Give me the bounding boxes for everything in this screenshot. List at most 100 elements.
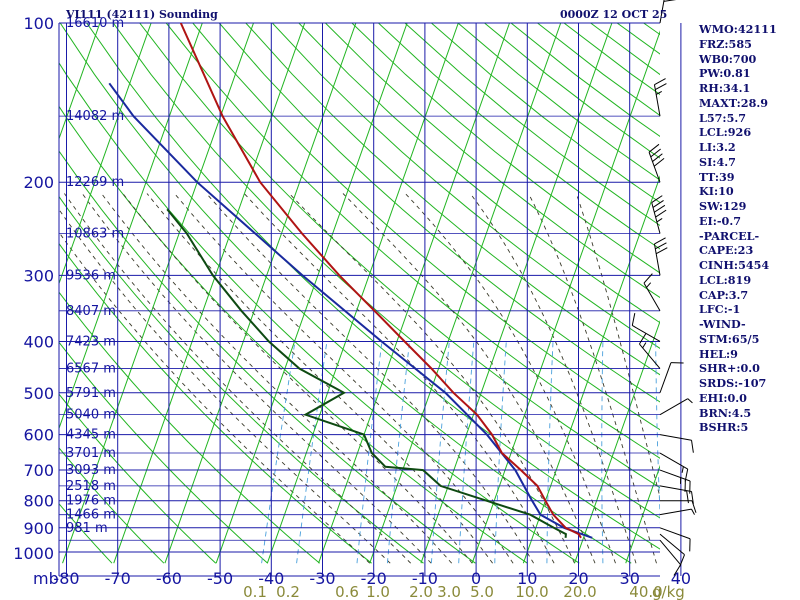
height-labels: 16610 m 14082 m 12269 m 10863 m 9536 m 8407 m… xyxy=(66,16,124,536)
isotherm-line xyxy=(522,175,660,564)
index-line: MAXT:28.9 xyxy=(699,95,769,110)
isotherm-line xyxy=(59,23,152,286)
moist-adiabat xyxy=(59,208,391,564)
moist-adiabat xyxy=(404,193,616,564)
height-label: 6567 m xyxy=(66,362,116,377)
index-line: STM:65/5 xyxy=(699,331,760,346)
wind-barb-staff xyxy=(659,527,691,540)
dry-adiabat xyxy=(59,62,580,564)
mixing-ratio-tick-label: 2.0 xyxy=(409,583,433,600)
sounding-date: 0000Z 12 OCT 25 xyxy=(560,8,668,21)
temperature-tick-label: -50 xyxy=(207,569,233,588)
wind-barb xyxy=(660,500,697,513)
wind-barb-staff xyxy=(659,0,665,24)
wind-barb-feather xyxy=(652,153,663,162)
wind-barb-staff xyxy=(639,343,661,369)
dry-adiabat xyxy=(59,23,632,564)
height-label: 1976 m xyxy=(66,494,116,509)
mixing-ratio-tick-label: 40.0 xyxy=(629,583,662,600)
wind-barb-staff xyxy=(659,508,692,516)
pressure-tick-label: 700 xyxy=(23,461,54,480)
wind-barb xyxy=(659,527,691,552)
isotherm-line xyxy=(62,23,255,564)
mixing-ratio-line xyxy=(458,341,475,564)
wind-barb-staff xyxy=(643,282,661,312)
mixing-ratio-tick-label: 10.0 xyxy=(515,583,548,600)
index-line: KI:10 xyxy=(699,184,734,199)
height-label: 5791 m xyxy=(66,386,116,401)
wind-barb-feather xyxy=(691,500,697,513)
wind-barb xyxy=(653,78,667,117)
mixing-ratio-line xyxy=(356,341,383,564)
wind-barb-half-feather xyxy=(655,91,662,95)
index-line: PW:0.81 xyxy=(699,66,751,81)
mixing-ratio-line xyxy=(655,341,660,525)
index-line: LFC:-1 xyxy=(699,302,741,317)
wind-barb xyxy=(643,273,661,312)
dry-adiabat xyxy=(59,242,372,564)
temperature-tick-label: -70 xyxy=(105,569,131,588)
index-line: RH:34.1 xyxy=(699,81,751,95)
dry-adiabat xyxy=(245,23,660,376)
stability-indices-panel: WMO:42111 FRZ:585 WB0:700 PW:0.81 RH:34.1 MAX… xyxy=(699,22,799,435)
mixing-ratio-tick-label: 0.2 xyxy=(276,583,300,600)
index-line: WB0:700 xyxy=(699,51,757,66)
mixing-ratio-tick-label: 5.0 xyxy=(470,583,494,600)
index-line: LCL:819 xyxy=(699,272,752,287)
index-line: CAP:3.7 xyxy=(699,287,749,302)
mixing-ratio-line xyxy=(386,341,410,564)
moist-adiabat xyxy=(146,193,493,564)
wind-barb-staff xyxy=(659,362,672,393)
wind-barb-half-feather xyxy=(691,508,695,515)
moist-adiabat xyxy=(469,193,637,564)
temperature-trace xyxy=(179,23,582,539)
moist-adiabat xyxy=(575,193,660,499)
wind-barb-staff xyxy=(659,469,691,482)
temperature-tick-label: 10 xyxy=(517,569,537,588)
index-line: SHR+:0.0 xyxy=(699,361,760,376)
mixing-ratio-tick-label: 0.1 xyxy=(243,583,267,600)
dry-adiabat xyxy=(218,23,660,403)
wind-barb-feather xyxy=(655,247,668,255)
temperature-tick-label: -60 xyxy=(156,569,182,588)
height-label: 1466 m xyxy=(66,508,116,523)
wind-barb-staff xyxy=(651,202,661,234)
wind-barb-feather xyxy=(691,440,694,453)
wind-barb-feather xyxy=(655,209,667,218)
wind-barb-staff xyxy=(659,398,688,416)
dewpoint-trace xyxy=(166,208,567,538)
wind-barb-feather xyxy=(652,200,664,208)
wind-barb-staff xyxy=(659,485,692,492)
dry-adiabat xyxy=(59,341,269,564)
height-label: 8407 m xyxy=(66,304,116,319)
wind-barb-feather xyxy=(643,273,653,284)
dry-adiabat xyxy=(59,195,424,564)
index-line: -PARCEL- xyxy=(699,228,760,243)
wind-barb-feather xyxy=(655,242,667,250)
wind-barb-staff xyxy=(653,243,661,276)
wind-barb-staff xyxy=(648,152,661,183)
index-line: HEL:9 xyxy=(699,346,738,361)
index-line: SRDS:-107 xyxy=(699,376,767,390)
isotherm-line xyxy=(266,23,459,564)
wind-barb xyxy=(639,332,661,369)
temperature-tick-label: 30 xyxy=(620,569,640,588)
isotherm-line xyxy=(59,23,203,430)
wind-barb xyxy=(651,195,667,234)
wind-barb-half-feather xyxy=(681,466,684,473)
index-line: LCL:926 xyxy=(699,125,752,140)
mixing-ratio-tick-label: 1.0 xyxy=(366,583,390,600)
index-line: CINH:5454 xyxy=(699,258,770,272)
moist-adiabat xyxy=(59,231,371,564)
height-label: 4345 m xyxy=(66,428,116,443)
index-line: BSHR:5 xyxy=(699,420,749,435)
index-line: FRZ:585 xyxy=(699,36,752,51)
pressure-tick-label: 500 xyxy=(23,384,54,403)
pressure-unit-label: mb xyxy=(33,569,59,588)
mixing-ratio-line xyxy=(546,341,554,564)
wind-barb-layer xyxy=(631,0,697,576)
wind-barb xyxy=(653,237,668,276)
wind-barb xyxy=(659,539,681,576)
height-label: 16610 m xyxy=(66,16,124,31)
